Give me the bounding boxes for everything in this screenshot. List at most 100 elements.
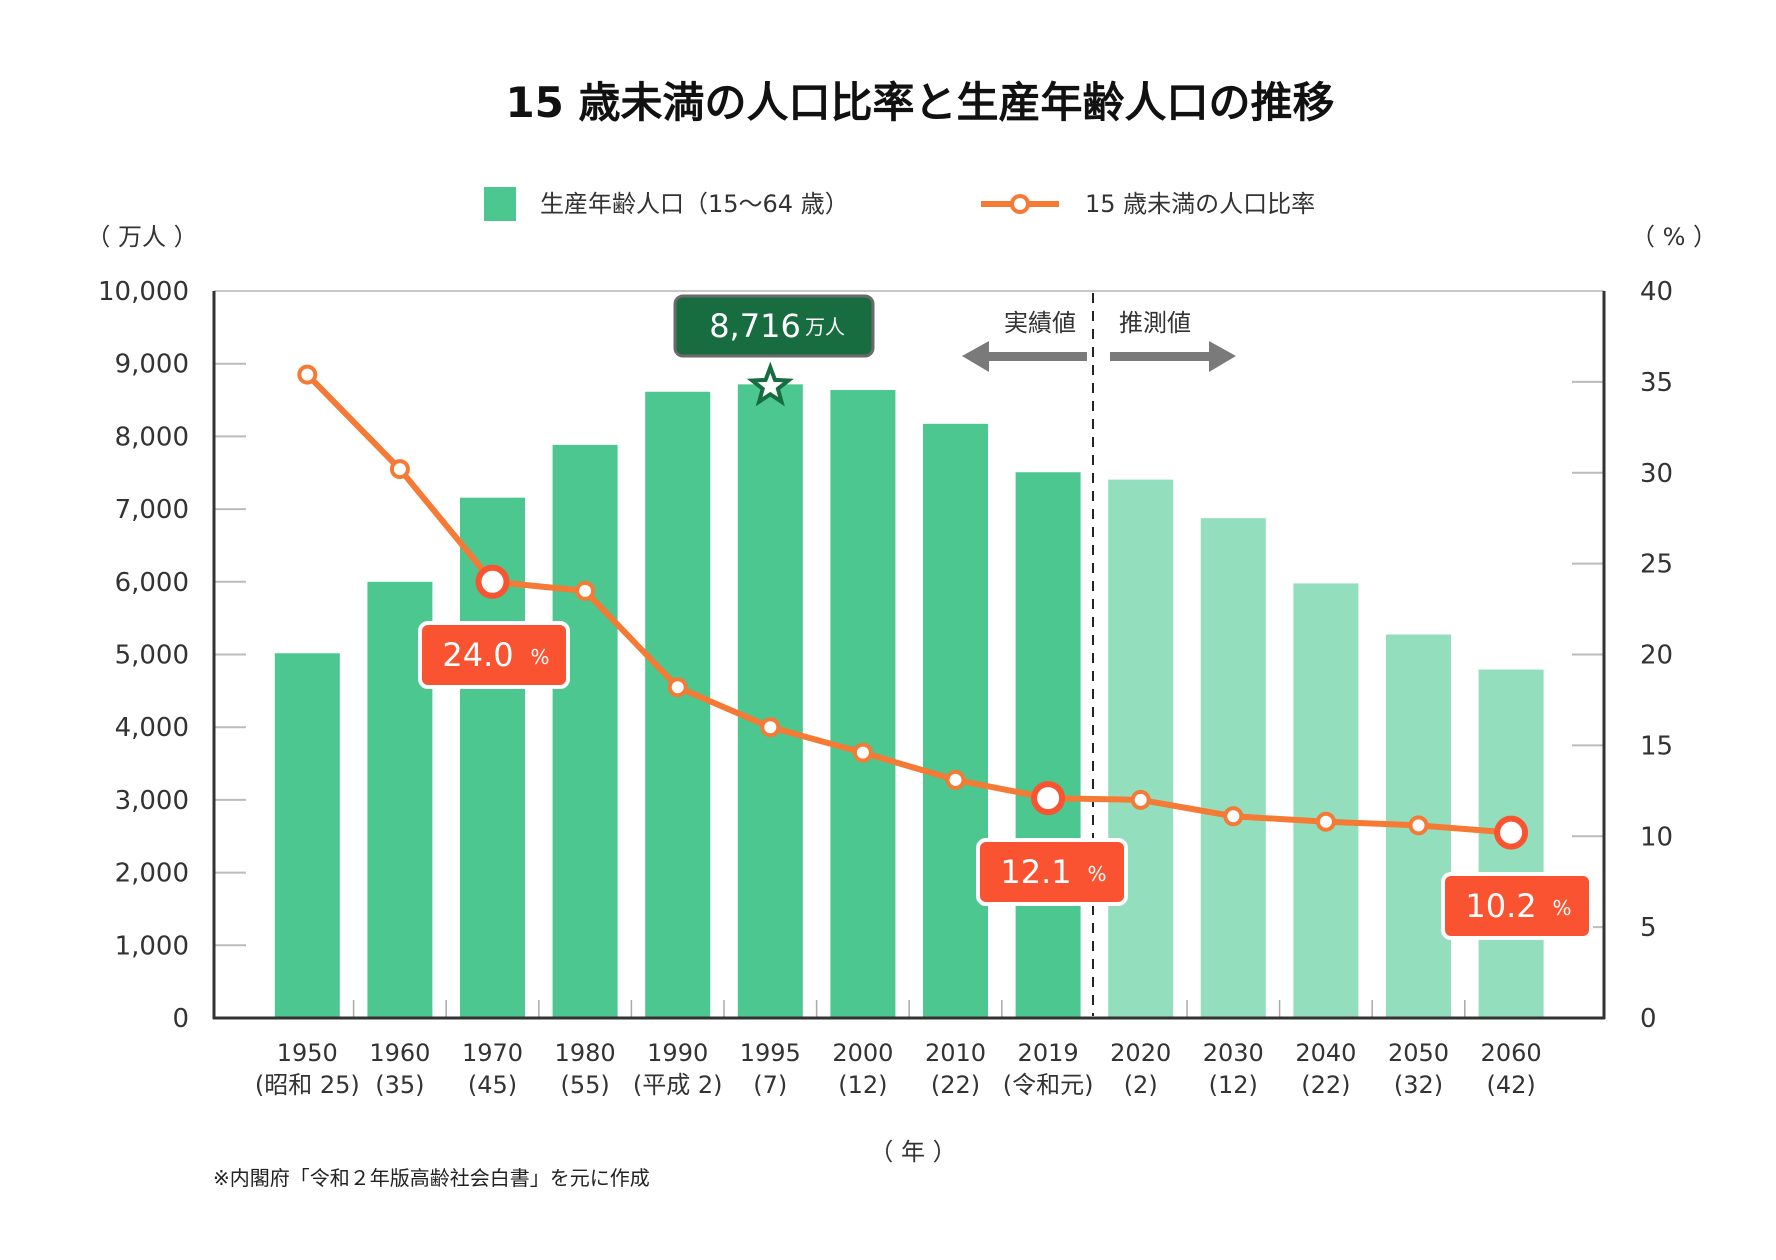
actual-label-group: 実績値 xyxy=(962,309,1087,372)
x-tick-label: 1970 xyxy=(462,1039,523,1067)
x-tick-label: 2060 xyxy=(1481,1039,1542,1067)
x-axis-labels: 1950 (昭和 25) 1960 (35) 1970 (45) 1980 (55) 1990 (… xyxy=(255,1039,1542,1099)
x-tick-label: 2030 xyxy=(1203,1039,1264,1067)
rate-callout-unit: % xyxy=(1552,896,1571,920)
x-tick-sublabel: (12) xyxy=(838,1071,887,1099)
rate-callout-box xyxy=(1441,872,1593,940)
peak-callout-unit: 万人 xyxy=(805,315,845,339)
x-tick-label: 2019 xyxy=(1018,1039,1079,1067)
rate-point xyxy=(1130,789,1151,810)
actual-label: 実績値 xyxy=(1004,309,1076,337)
projected-label: 推測値 xyxy=(1119,309,1191,337)
peak-callout-value: 8,716 xyxy=(709,307,801,345)
y-left-tick-label: 7,000 xyxy=(115,495,189,525)
legend-bar-label: 生産年齢人口（15〜64 歳） xyxy=(540,190,849,218)
y-left-tick-label: 6,000 xyxy=(115,568,189,598)
x-tick-sublabel: (令和元) xyxy=(1003,1071,1094,1099)
x-tick-sublabel: (45) xyxy=(468,1071,517,1099)
peak-callout: 8,716 万人 xyxy=(673,294,875,407)
bar-projected xyxy=(1108,479,1174,1018)
rate-point xyxy=(667,677,688,698)
x-tick-label: 2050 xyxy=(1388,1039,1449,1067)
legend-bar-swatch xyxy=(484,187,516,221)
x-tick-sublabel: (55) xyxy=(560,1071,609,1099)
rate-callout-value: 10.2 xyxy=(1465,887,1536,925)
rate-point xyxy=(852,742,873,763)
rate-callout-2019: 12.1 % xyxy=(976,838,1128,906)
x-tick-label: 1960 xyxy=(369,1039,430,1067)
rate-callout-value: 12.1 xyxy=(1000,853,1071,891)
rate-line-series xyxy=(297,364,1529,850)
x-tick-sublabel: (2) xyxy=(1124,1071,1158,1099)
y-left-tick-label: 9,000 xyxy=(115,350,189,380)
x-tick-sublabel: (32) xyxy=(1394,1071,1443,1099)
x-tick-label: 2010 xyxy=(925,1039,986,1067)
y-left-tick-label: 2,000 xyxy=(115,859,189,889)
y-right-unit-label: （ % ） xyxy=(1631,223,1717,251)
source-note: ※内閣府「令和２年版高齢社会白書」を元に作成 xyxy=(213,1166,650,1190)
y-left-tick-label: 4,000 xyxy=(115,713,189,743)
x-tick-label: 1950 xyxy=(277,1039,338,1067)
y-left-tick-label: 0 xyxy=(172,1004,189,1034)
y-left-tick-label: 10,000 xyxy=(98,277,189,307)
rate-point-highlight xyxy=(475,564,510,599)
arrow-right-icon xyxy=(1110,341,1236,372)
rate-point xyxy=(297,364,318,385)
y-right-tick-label: 5 xyxy=(1640,913,1657,943)
x-tick-label: 1980 xyxy=(555,1039,616,1067)
legend-line-label: 15 歳未満の人口比率 xyxy=(1085,190,1315,218)
x-tick-sublabel: (昭和 25) xyxy=(255,1071,360,1099)
bar-actual xyxy=(923,423,988,1019)
x-tick-label: 1990 xyxy=(647,1039,708,1067)
y-left-tick-label: 8,000 xyxy=(115,422,189,452)
x-tick-label: 2000 xyxy=(832,1039,893,1067)
rate-callout-value: 24.0 xyxy=(442,636,513,674)
rate-callout-1970: 24.0 % xyxy=(418,621,570,689)
chart-title: 15 歳未満の人口比率と生産年齢人口の推移 xyxy=(505,78,1334,127)
bar-actual xyxy=(552,444,618,1019)
rate-point-highlight xyxy=(1031,781,1066,816)
rate-callout-unit: % xyxy=(1087,862,1106,886)
arrow-left-icon xyxy=(962,341,1087,372)
bar-actual xyxy=(1015,472,1081,1018)
rate-callout-box xyxy=(976,838,1128,906)
y-right-tick-label: 35 xyxy=(1640,368,1673,398)
rate-point xyxy=(1223,806,1244,827)
rate-point xyxy=(389,459,410,480)
x-axis-title: （ 年 ） xyxy=(869,1138,956,1166)
category-separators xyxy=(352,1000,1466,1018)
bars xyxy=(274,384,1544,1019)
x-tick-label: 2020 xyxy=(1110,1039,1171,1067)
rate-point xyxy=(1315,811,1336,832)
rate-point xyxy=(1408,815,1429,836)
star-icon xyxy=(746,361,794,407)
x-tick-label: 2040 xyxy=(1295,1039,1356,1067)
x-tick-sublabel: (7) xyxy=(753,1071,787,1099)
x-tick-sublabel: (22) xyxy=(1301,1071,1350,1099)
y-left-unit-label: （ 万人 ） xyxy=(86,223,197,251)
x-tick-sublabel: (35) xyxy=(375,1071,424,1099)
bar-actual xyxy=(830,390,896,1018)
legend: 生産年齢人口（15〜64 歳） 15 歳未満の人口比率 xyxy=(484,187,1315,221)
rate-callout-box xyxy=(418,621,570,689)
x-tick-sublabel: (12) xyxy=(1209,1071,1258,1099)
rate-callout-2060: 10.2 % xyxy=(1441,872,1593,940)
rate-point xyxy=(760,717,781,738)
y-right-tick-label: 20 xyxy=(1640,641,1673,671)
x-tick-sublabel: (22) xyxy=(931,1071,980,1099)
y-right-ticks: 0 5 10 15 20 25 30 35 40 xyxy=(1572,277,1673,1034)
bar-projected xyxy=(1293,583,1359,1018)
legend-line-marker xyxy=(1010,194,1030,214)
rate-point xyxy=(575,580,596,601)
y-left-tick-label: 5,000 xyxy=(115,641,189,671)
y-left-ticks: 0 1,000 2,000 3,000 4,000 5,000 6,000 7,000 8,00… xyxy=(98,277,246,1034)
bar-actual xyxy=(274,653,340,1018)
y-right-tick-label: 15 xyxy=(1640,731,1673,761)
y-left-tick-label: 3,000 xyxy=(115,786,189,816)
peak-callout-box xyxy=(673,294,875,358)
y-left-tick-label: 1,000 xyxy=(115,931,189,961)
y-right-tick-label: 0 xyxy=(1640,1004,1657,1034)
y-right-tick-label: 40 xyxy=(1640,277,1673,307)
rate-point xyxy=(945,769,966,790)
